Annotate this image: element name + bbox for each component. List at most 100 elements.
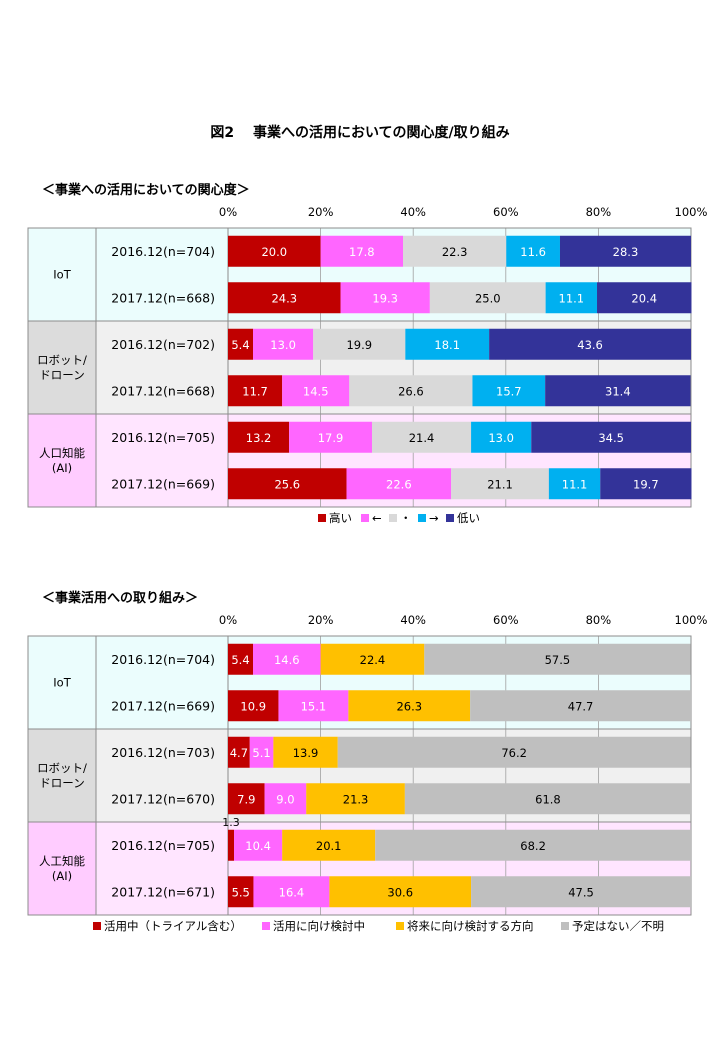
- bar-segment: [470, 690, 691, 722]
- chart-title: ＜事業活用への取り組み＞: [42, 590, 198, 606]
- x-tick-label: 20%: [308, 205, 334, 219]
- x-tick-label: 60%: [493, 205, 519, 219]
- data-label: 10.4: [245, 839, 271, 853]
- bar-segment: [228, 468, 347, 500]
- group-label: 人口知能: [39, 446, 85, 460]
- row-label: 2017.12(n=669): [111, 698, 215, 713]
- bar-segment: [273, 736, 338, 768]
- row-label: 2017.12(n=669): [111, 476, 215, 491]
- group-category-cell: [28, 636, 96, 729]
- legend-label: 高い: [329, 511, 352, 525]
- data-label: 13.0: [270, 338, 296, 352]
- group-label: IoT: [53, 676, 71, 690]
- data-label: 11.1: [559, 291, 585, 305]
- data-label: 26.6: [398, 384, 424, 398]
- group-label: IoT: [53, 268, 71, 282]
- bar-segment: [600, 468, 692, 500]
- x-tick-label: 40%: [400, 613, 426, 627]
- data-label: 25.6: [274, 477, 300, 491]
- legend-swatch: [93, 922, 101, 930]
- data-label: 21.3: [343, 792, 369, 806]
- data-label: 5.4: [231, 653, 249, 667]
- bar-segment: [405, 328, 490, 360]
- x-tick-label: 20%: [308, 613, 334, 627]
- bar-segment: [282, 375, 350, 407]
- bar-segment: [531, 421, 691, 453]
- data-label: 20.4: [631, 291, 657, 305]
- bar-segment: [471, 876, 691, 908]
- bar-segment: [329, 876, 472, 908]
- row-label: 2016.12(n=703): [111, 745, 215, 760]
- legend-label: ・: [400, 511, 412, 525]
- data-label: 11.7: [242, 384, 268, 398]
- data-label: 13.0: [488, 431, 514, 445]
- bar-segment: [506, 235, 560, 267]
- group-category-cell: [28, 729, 96, 822]
- x-tick-label: 100%: [675, 205, 708, 219]
- legend-swatch: [418, 514, 426, 522]
- legend-swatch: [262, 922, 270, 930]
- bar-segment: [253, 876, 330, 908]
- bar-segment: [228, 783, 265, 815]
- data-label: 22.4: [360, 653, 386, 667]
- data-label: 20.1: [316, 839, 342, 853]
- data-label: 61.8: [535, 792, 561, 806]
- legend-swatch: [446, 514, 454, 522]
- bar-segment: [375, 829, 691, 861]
- group-label: (AI): [52, 461, 72, 475]
- data-label: 19.7: [633, 477, 659, 491]
- bar-segment: [349, 375, 473, 407]
- row-label: 2017.12(n=671): [111, 884, 215, 899]
- legend-label: 活用に向け検討中: [273, 919, 365, 933]
- data-label: 47.7: [568, 699, 594, 713]
- data-label: 26.3: [396, 699, 422, 713]
- legend-label: 活用中（トライアル含む）: [104, 919, 242, 933]
- bar-segment: [404, 783, 691, 815]
- x-tick-label: 40%: [400, 205, 426, 219]
- data-label: 5.1: [252, 746, 270, 760]
- data-label: 19.3: [372, 291, 398, 305]
- data-label: 47.5: [568, 885, 594, 899]
- bar-segment: [340, 282, 430, 314]
- data-label: 57.5: [545, 653, 571, 667]
- bar-segment: [228, 690, 279, 722]
- data-label: 16.4: [279, 885, 305, 899]
- data-label: 5.5: [232, 885, 250, 899]
- data-label: 20.0: [261, 245, 287, 259]
- bar-segment: [424, 643, 691, 675]
- figure-title: 図2 事業への活用においての関心度/取り組み: [210, 125, 510, 141]
- legend-swatch: [396, 922, 404, 930]
- bar-segment: [548, 468, 601, 500]
- legend-swatch: [318, 514, 326, 522]
- bar-segment: [249, 736, 274, 768]
- bar-segment: [429, 282, 546, 314]
- data-label: 22.6: [386, 477, 412, 491]
- bar-segment: [228, 643, 254, 675]
- bar-segment: [228, 829, 235, 861]
- bar-segment: [228, 328, 254, 360]
- group-label: 人工知能: [39, 854, 85, 868]
- bar-segment: [253, 328, 314, 360]
- chart-frame: [27, 635, 692, 916]
- group-label: ドローン: [39, 368, 84, 382]
- bar-segment: [403, 235, 507, 267]
- data-label: 1.3: [222, 816, 240, 829]
- group-category-cell: [28, 414, 96, 507]
- bar-segment: [253, 643, 321, 675]
- legend-swatch: [361, 514, 369, 522]
- bar-segment: [228, 421, 290, 453]
- group-label: ロボット/: [37, 761, 87, 775]
- data-label: 19.9: [346, 338, 372, 352]
- legend-swatch: [561, 922, 569, 930]
- data-label: 13.9: [293, 746, 319, 760]
- data-label: 34.5: [598, 431, 624, 445]
- bar-segment: [313, 328, 406, 360]
- legend-label: ←: [372, 511, 382, 525]
- data-label: 14.5: [303, 384, 329, 398]
- data-label: 11.1: [562, 477, 588, 491]
- group-label: ロボット/: [37, 353, 87, 367]
- bar-segment: [228, 235, 321, 267]
- bar-segment: [228, 375, 283, 407]
- data-label: 21.4: [409, 431, 435, 445]
- bar-segment: [348, 690, 471, 722]
